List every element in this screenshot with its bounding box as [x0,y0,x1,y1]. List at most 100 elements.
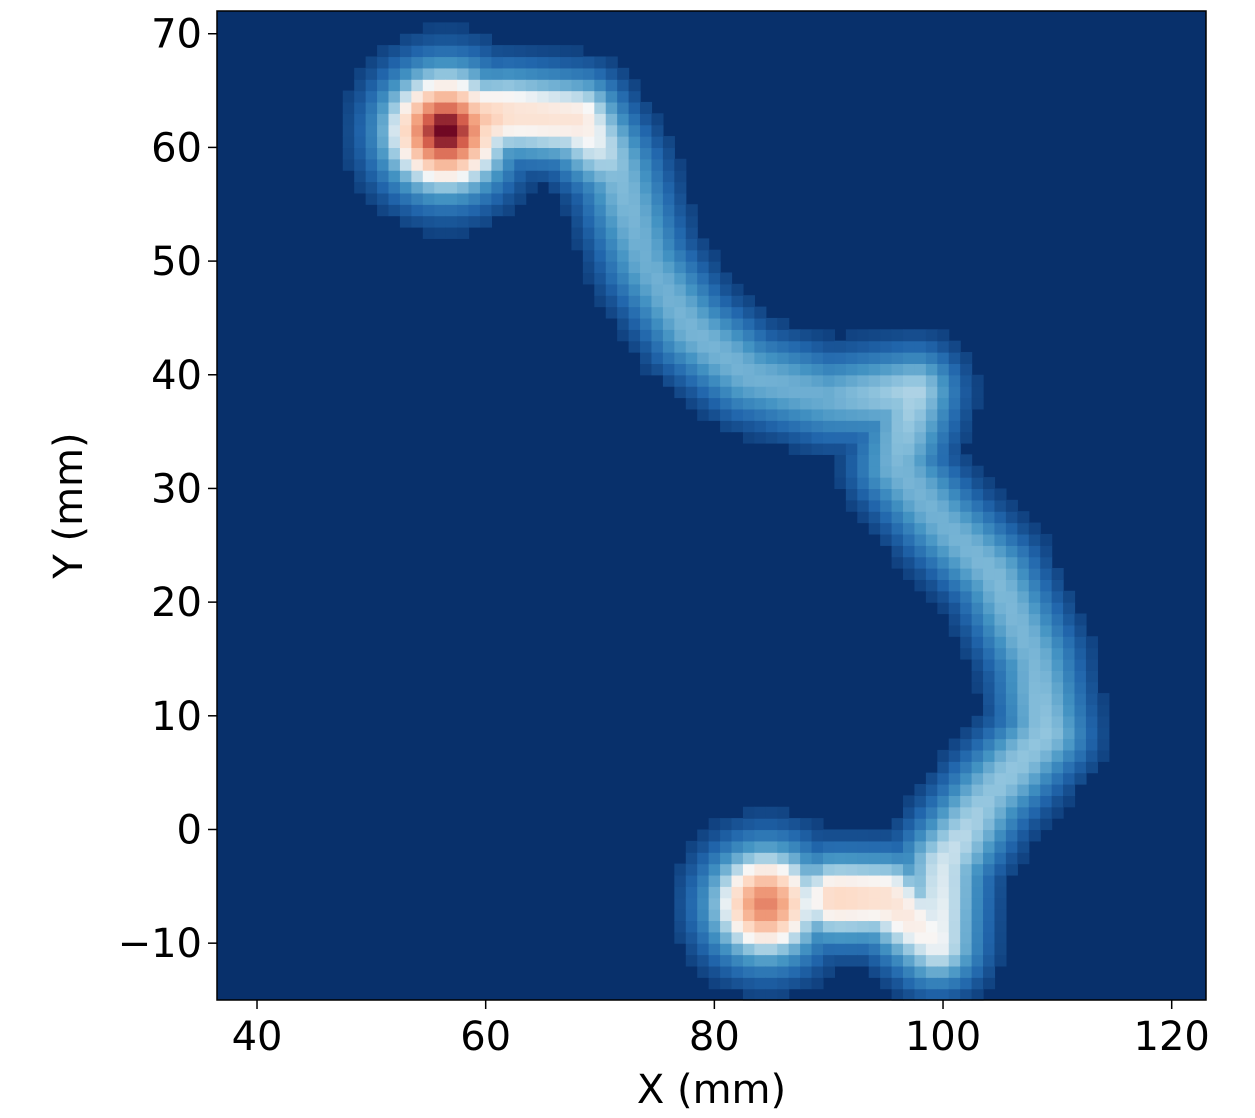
heatmap-cell [1097,693,1110,706]
heatmap-cell [651,261,664,274]
heatmap-cell [640,181,653,194]
heatmap-cell [525,90,538,103]
heatmap-cell [582,226,595,239]
heatmap-cell [948,624,961,637]
heatmap-cell [491,192,504,205]
heatmap-cell [628,136,641,149]
heatmap-cell [651,340,664,353]
heatmap-cell [1028,670,1041,683]
heatmap-cell [925,886,938,899]
heatmap-cell [662,317,675,330]
heatmap-cell [1028,579,1041,592]
heatmap-cell [754,317,767,330]
heatmap-cell [399,113,412,126]
heatmap-cell [914,442,927,455]
heatmap-cell [948,442,961,455]
heatmap-cell [754,340,767,353]
heatmap-cell [1005,624,1018,637]
heatmap-cell [925,374,938,387]
heatmap-cell [937,931,950,944]
heatmap-cell [1051,670,1064,683]
heatmap-cell [731,408,744,421]
heatmap-cell [525,101,538,114]
heatmap-cell [1085,761,1098,774]
heatmap-cell [628,158,641,171]
heatmap-cell [1017,829,1030,842]
heatmap-cell [605,79,618,92]
heatmap-cell [537,170,550,183]
heatmap-cell [651,181,664,194]
heatmap-cell [994,522,1007,535]
heatmap-cell [765,909,778,922]
heatmap-cell [880,886,893,899]
heatmap-cell [925,852,938,865]
heatmap-cell [365,101,378,114]
heatmap-cell [662,170,675,183]
heatmap-cell [514,56,527,69]
heatmap-cell [983,965,996,978]
heatmap-cell [937,374,950,387]
heatmap-cell [662,136,675,149]
heatmap-cell [571,45,584,58]
heatmap-cell [1063,647,1076,660]
heatmap-cell [960,556,973,569]
heatmap-cell [903,420,916,433]
heatmap-cell [880,954,893,967]
heatmap-cell [845,465,858,478]
heatmap-cell [457,136,470,149]
heatmap-cell [777,943,790,956]
heatmap-cell [1017,681,1030,694]
heatmap-cell [697,238,710,251]
heatmap-cell [868,374,881,387]
heatmap-cell [937,477,950,490]
heatmap-cell [754,852,767,865]
heatmap-cell [491,79,504,92]
heatmap-cell [422,113,435,126]
heatmap-cell [914,408,927,421]
heatmap-cell [971,920,984,933]
heatmap-cell [1017,693,1030,706]
heatmap-cell [868,511,881,524]
heatmap-cell [800,829,813,842]
heatmap-cell [834,454,847,467]
heatmap-cell [560,147,573,160]
heatmap-cell [1005,658,1018,671]
heatmap-cell [868,454,881,467]
heatmap-cell [880,533,893,546]
heatmap-cell [674,181,687,194]
heatmap-cell [788,920,801,933]
heatmap-cell [891,477,904,490]
heatmap-cell [434,226,447,239]
heatmap-cell [960,897,973,910]
heatmap-cell [857,909,870,922]
heatmap-cell [354,67,367,80]
heatmap-cell [1074,749,1087,762]
heatmap-cell [777,840,790,853]
heatmap-cell [891,340,904,353]
heatmap-cell [502,79,515,92]
heatmap-cell [571,192,584,205]
heatmap-cell [742,306,755,319]
heatmap-cell [422,124,435,137]
heatmap-cell [651,249,664,262]
heatmap-cell [422,158,435,171]
heatmap-cell [514,90,527,103]
heatmap-cell [491,124,504,137]
heatmap-cell [765,386,778,399]
heatmap-cell [1085,681,1098,694]
heatmap-cell [788,829,801,842]
heatmap-cell [845,886,858,899]
heatmap-cell [903,852,916,865]
heatmap-cell [537,90,550,103]
heatmap-cell [925,477,938,490]
heatmap-cell [834,374,847,387]
heatmap-cell [914,454,927,467]
heatmap-cell [1051,602,1064,615]
heatmap-cell [868,386,881,399]
heatmap-cell [937,897,950,910]
heatmap-cell [948,613,961,626]
heatmap-cell [605,215,618,228]
heatmap-cell [502,170,515,183]
heatmap-cell [857,874,870,887]
heatmap-cell [1063,761,1076,774]
